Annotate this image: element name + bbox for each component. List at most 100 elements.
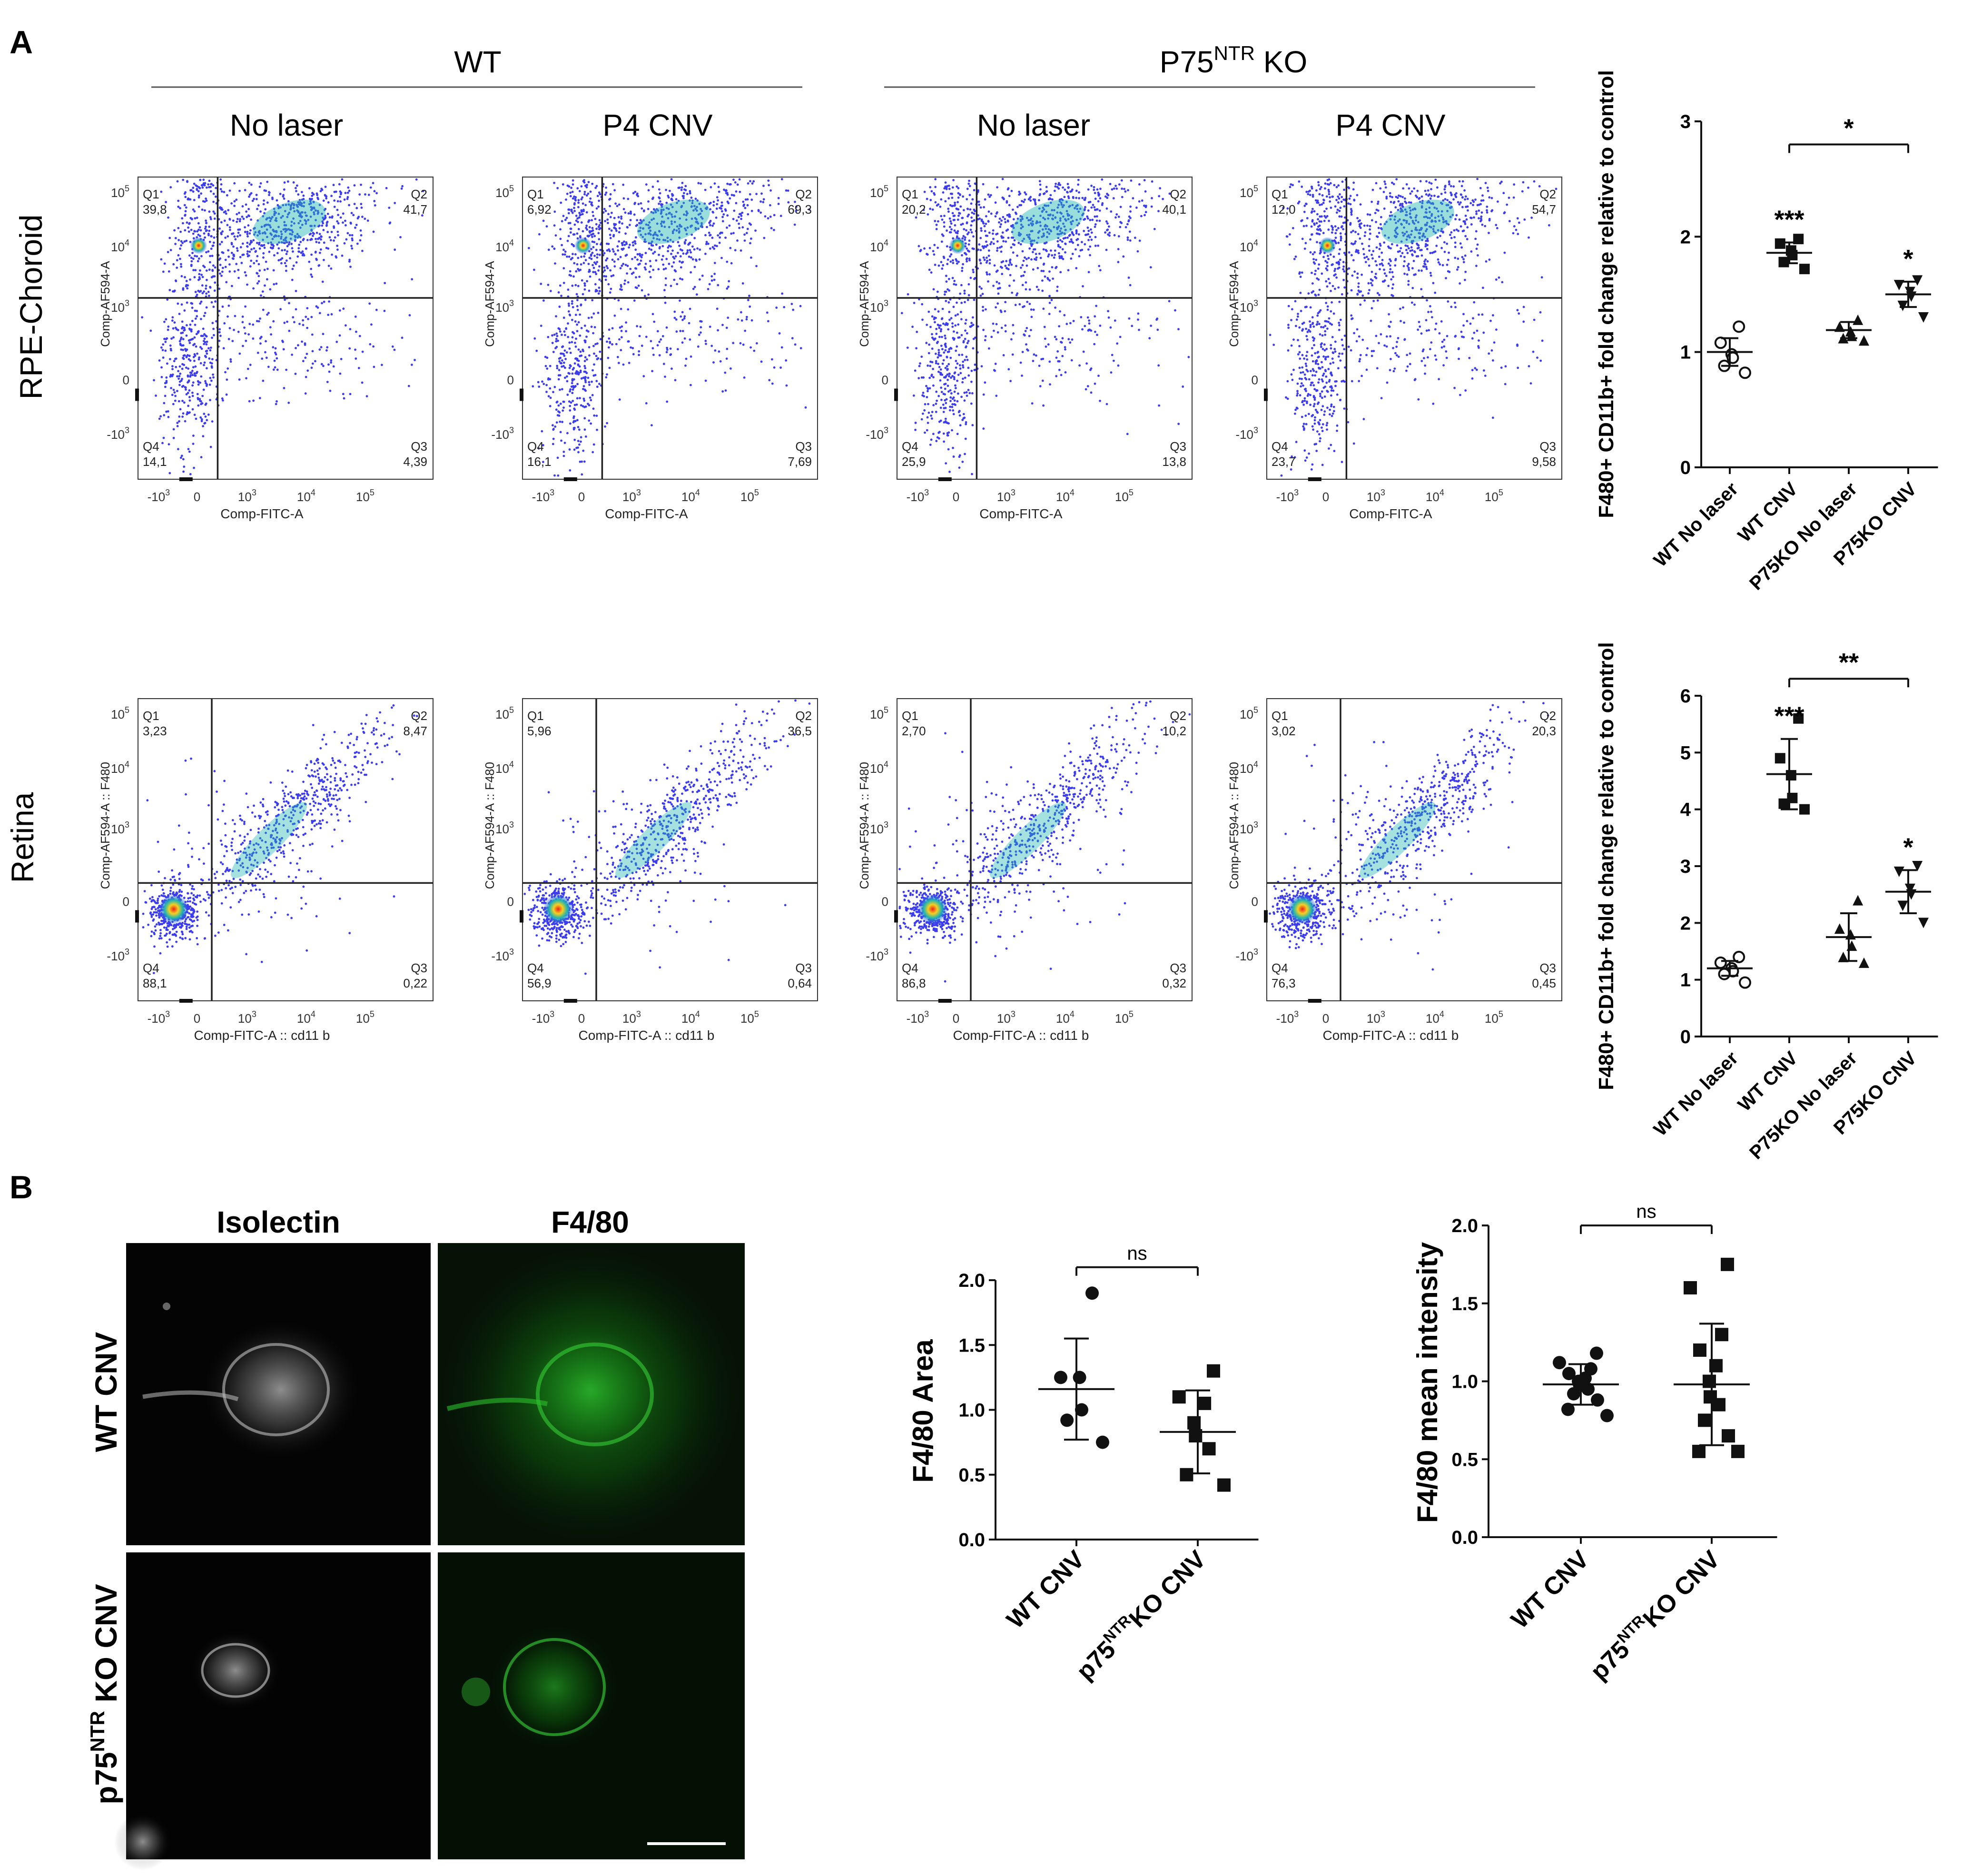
flow-dot (214, 195, 217, 198)
flow-dot (1375, 246, 1378, 249)
flow-dot (564, 376, 566, 379)
flow-dot (649, 229, 651, 232)
flow-dot (618, 240, 621, 243)
flow-dot (1347, 202, 1350, 205)
flow-dot (1023, 334, 1026, 336)
flow-dot (241, 205, 244, 207)
flow-dot (243, 326, 246, 329)
flow-dot (698, 203, 701, 205)
flow-dot (721, 390, 724, 393)
flow-dot (1335, 186, 1338, 188)
flow-dot (280, 233, 283, 236)
flow-dot (197, 330, 200, 333)
flow-dot (964, 437, 967, 440)
flow-dot (169, 347, 172, 350)
flow-dot (1055, 375, 1058, 377)
flow-dot (1045, 210, 1048, 213)
y-tick-label: -103 (107, 425, 129, 442)
flow-dot (272, 269, 275, 272)
flow-dot (1168, 192, 1171, 195)
flow-dot (282, 241, 285, 244)
flow-dot (214, 281, 217, 284)
flow-dot (1081, 241, 1083, 244)
flow-dot (1017, 242, 1020, 244)
flow-dot (177, 254, 180, 257)
flow-dot (256, 255, 259, 257)
flow-dot (1428, 181, 1431, 184)
flow-dot (681, 182, 684, 184)
flow-dot (302, 319, 304, 322)
flow-dot (304, 211, 306, 214)
flow-dot (612, 234, 615, 237)
flow-dot (184, 386, 187, 389)
flow-dot (180, 275, 183, 277)
flow-dot (339, 216, 342, 219)
quadrant-value: 13,8 (1162, 454, 1186, 469)
flow-dot (951, 397, 954, 400)
flow-dot (185, 285, 187, 287)
flow-dot (641, 345, 643, 347)
y-tick-label: 0 (507, 373, 514, 387)
flow-dot (624, 279, 626, 282)
flow-dot (1127, 276, 1130, 279)
flow-dot (1402, 187, 1405, 190)
flow-dot (957, 260, 960, 263)
flow-dot (173, 391, 176, 394)
flow-dot (236, 249, 239, 252)
flow-dot (196, 230, 198, 233)
flow-dot (562, 409, 564, 412)
flow-dot (658, 254, 660, 256)
flow-dot (1380, 223, 1382, 226)
flow-dot (931, 333, 933, 336)
flow-dot (357, 216, 360, 218)
flow-dot (673, 221, 676, 223)
flow-dot (1508, 197, 1510, 199)
flow-dot (1376, 235, 1378, 238)
flow-dot (1065, 228, 1067, 231)
flow-dot (943, 225, 946, 228)
flow-dot (292, 217, 295, 220)
flow-dot (319, 190, 322, 193)
flow-dot (201, 395, 204, 397)
flow-dot (319, 248, 322, 251)
flow-dot (259, 210, 262, 213)
flow-dot (949, 255, 951, 258)
flow-dot (562, 345, 564, 348)
flow-dot (572, 367, 575, 369)
flow-dot (1107, 310, 1110, 313)
flow-dot (1384, 186, 1387, 189)
flow-dot (980, 227, 983, 230)
flow-dot (297, 247, 300, 249)
flow-dot (287, 203, 290, 206)
y-tick-exp: 5 (125, 184, 129, 193)
flow-dot (200, 318, 202, 320)
flow-dot (537, 447, 540, 450)
flow-dot (693, 237, 696, 239)
flow-dot (1124, 226, 1127, 228)
flow-dot (312, 200, 315, 203)
flow-dot (1054, 249, 1056, 252)
flow-dot (285, 204, 287, 206)
flow-dot (1075, 197, 1078, 199)
flow-dot (227, 338, 230, 340)
flow-dot (941, 307, 944, 310)
flow-dot (296, 205, 299, 208)
flow-dot (972, 316, 974, 319)
flow-dot (667, 217, 670, 219)
flow-dot (160, 190, 163, 193)
flow-dot (1370, 282, 1372, 285)
flow-dot (205, 219, 207, 222)
flow-dot (205, 285, 207, 287)
flow-dot (318, 312, 321, 315)
flow-dot (595, 185, 598, 188)
flow-dot (571, 318, 573, 321)
flow-dot (769, 216, 772, 218)
flow-dot (172, 388, 175, 391)
flow-dot (165, 201, 167, 203)
flow-dot (651, 218, 653, 221)
flow-dot (742, 200, 745, 203)
flow-dot (304, 342, 306, 345)
flow-dot (1008, 214, 1011, 217)
flow-dot (638, 276, 641, 278)
flow-dot (212, 192, 215, 195)
